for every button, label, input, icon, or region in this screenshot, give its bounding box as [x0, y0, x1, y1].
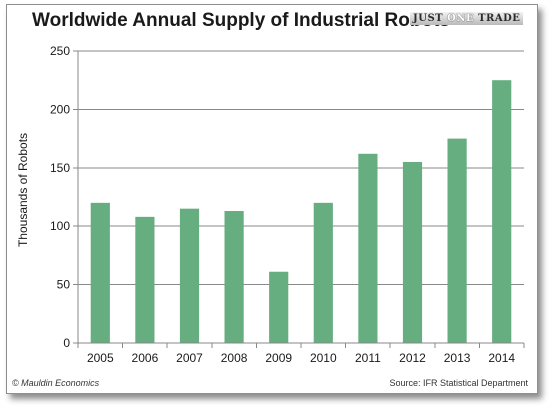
y-tick-label: 0: [63, 336, 70, 350]
x-tick-label: 2009: [265, 351, 292, 365]
y-axis-label: Thousands of Robots: [16, 133, 30, 247]
bar-2010: [313, 202, 333, 343]
y-tick-label: 200: [50, 102, 70, 116]
bar-2006: [135, 216, 155, 343]
axes: [73, 50, 525, 348]
copyright-text: © Mauldin Economics: [12, 378, 100, 388]
x-tick-label: 2010: [310, 351, 337, 365]
y-tick-label: 150: [50, 161, 70, 175]
y-tick-label: 250: [50, 44, 70, 58]
brand-logo: JUST ONE TRADE: [410, 12, 524, 25]
x-tick-label: 2008: [221, 351, 248, 365]
bar-2013: [447, 138, 467, 343]
bar-2007: [179, 208, 200, 343]
x-tick-label: 2005: [87, 351, 114, 365]
x-tick-label: 2011: [355, 351, 381, 365]
bar-2005: [90, 202, 110, 343]
x-tick-label: 2006: [132, 351, 159, 365]
x-tick-label: 2007: [176, 351, 203, 365]
x-tick-label: 2013: [444, 351, 471, 365]
y-tick-label: 50: [57, 278, 71, 292]
source-text: Source: IFR Statistical Department: [389, 378, 528, 388]
chart-title: Worldwide Annual Supply of Industrial Ro…: [32, 10, 450, 31]
brand-logo-part: TRADE: [474, 13, 521, 24]
bars: [90, 80, 512, 343]
brand-logo-part: JUST: [413, 13, 448, 24]
x-tick-label: 2012: [399, 351, 426, 365]
bar-2011: [358, 153, 378, 343]
y-tick-label: 100: [50, 219, 70, 233]
brand-logo-part: ONE: [447, 13, 475, 24]
bar-2012: [402, 161, 423, 343]
tick-labels: 0 50 100 150 200 250 2005 2006 2007 2008 2009 2010 2…: [50, 44, 515, 365]
bar-2008: [224, 211, 244, 343]
x-tick-label: 2014: [488, 351, 515, 365]
bar-2009: [269, 271, 289, 343]
bar-2014: [492, 80, 512, 343]
